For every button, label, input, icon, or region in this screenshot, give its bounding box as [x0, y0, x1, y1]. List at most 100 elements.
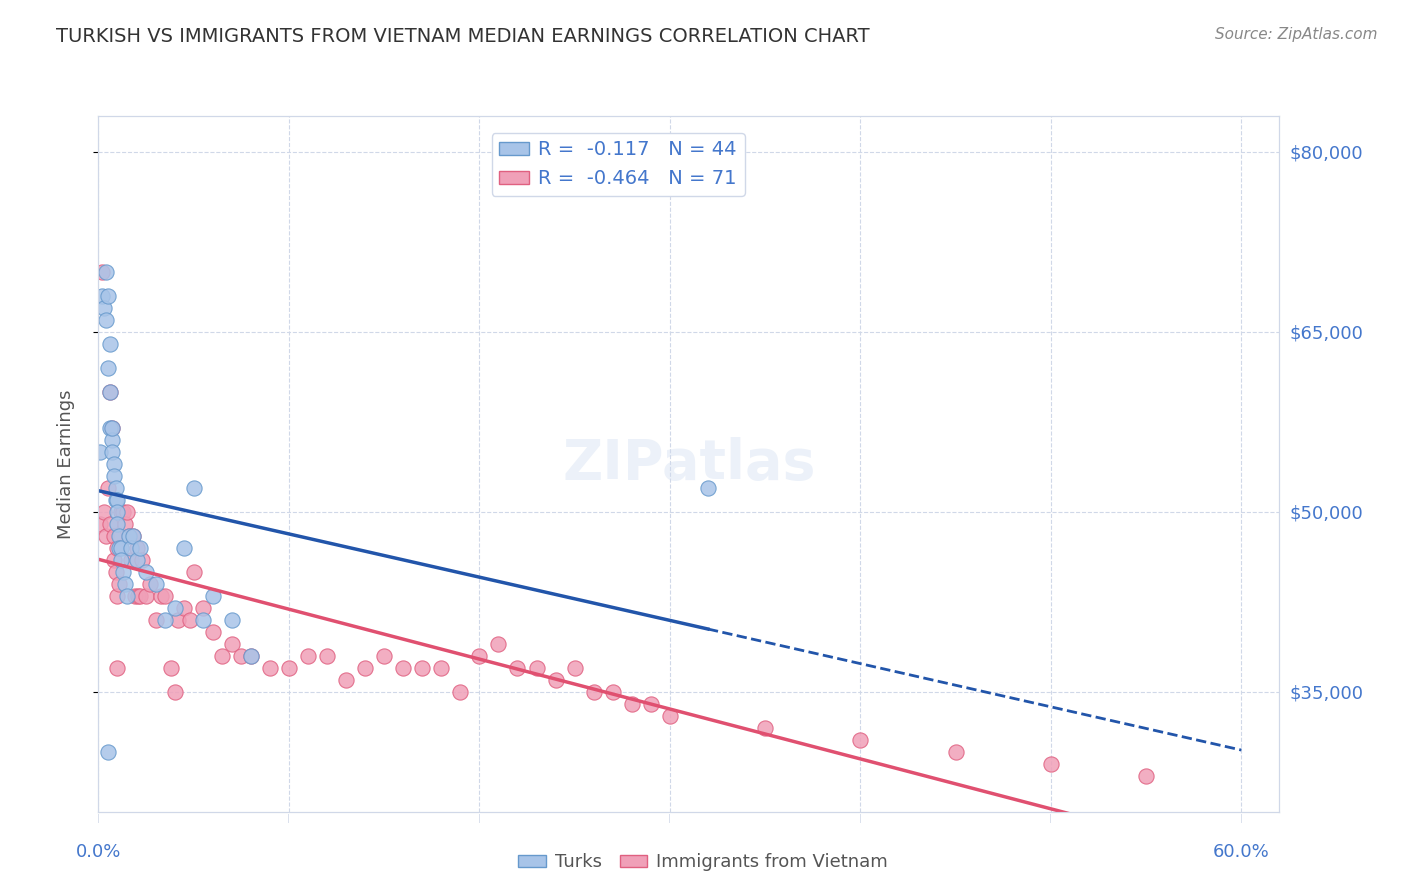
Point	[97, 745, 120, 759]
Point	[121, 529, 143, 543]
Point	[94, 313, 117, 327]
Point	[163, 685, 186, 699]
Text: ZIPatlas: ZIPatlas	[562, 437, 815, 491]
Text: Source: ZipAtlas.com: Source: ZipAtlas.com	[1215, 27, 1378, 42]
Point	[121, 529, 143, 543]
Point	[173, 600, 195, 615]
Point	[110, 553, 132, 567]
Point	[94, 529, 117, 543]
Point	[373, 648, 395, 663]
Point	[139, 576, 162, 591]
Point	[163, 600, 186, 615]
Point	[127, 589, 149, 603]
Point	[108, 541, 131, 555]
Point	[93, 301, 115, 315]
Point	[150, 589, 173, 603]
Point	[93, 505, 115, 519]
Point	[193, 600, 215, 615]
Point	[104, 492, 127, 507]
Point	[91, 289, 114, 303]
Point	[135, 589, 157, 603]
Point	[91, 265, 114, 279]
Point	[98, 337, 121, 351]
Legend: Turks, Immigrants from Vietnam: Turks, Immigrants from Vietnam	[512, 847, 894, 879]
Point	[658, 708, 681, 723]
Point	[107, 541, 129, 555]
Point	[392, 661, 415, 675]
Point	[145, 576, 167, 591]
Point	[201, 624, 224, 639]
Point	[112, 565, 135, 579]
Point	[231, 648, 253, 663]
Text: TURKISH VS IMMIGRANTS FROM VIETNAM MEDIAN EARNINGS CORRELATION CHART: TURKISH VS IMMIGRANTS FROM VIETNAM MEDIA…	[56, 27, 870, 45]
Point	[153, 613, 176, 627]
Point	[103, 468, 125, 483]
Text: |: |	[1049, 814, 1052, 823]
Point	[211, 648, 233, 663]
Point	[1039, 756, 1062, 771]
Point	[145, 613, 167, 627]
Point	[98, 384, 121, 399]
Point	[488, 637, 510, 651]
Point	[167, 613, 190, 627]
Point	[107, 505, 129, 519]
Point	[259, 661, 281, 675]
Point	[108, 529, 131, 543]
Point	[129, 589, 152, 603]
Text: |: |	[1240, 814, 1243, 823]
Legend: R =  -0.117   N = 44, R =  -0.464   N = 71: R = -0.117 N = 44, R = -0.464 N = 71	[492, 133, 745, 196]
Point	[506, 661, 529, 675]
Point	[193, 613, 215, 627]
Point	[179, 613, 201, 627]
Point	[98, 421, 121, 435]
Point	[564, 661, 586, 675]
Point	[153, 589, 176, 603]
Point	[125, 553, 148, 567]
Point	[118, 529, 141, 543]
Text: |: |	[97, 814, 100, 823]
Point	[104, 481, 127, 495]
Point	[620, 697, 643, 711]
Point	[103, 529, 125, 543]
Point	[430, 661, 453, 675]
Point	[135, 565, 157, 579]
Point	[221, 613, 243, 627]
Point	[697, 481, 720, 495]
Point	[849, 732, 872, 747]
Point	[335, 673, 357, 687]
Text: |: |	[668, 814, 671, 823]
Point	[129, 541, 152, 555]
Point	[239, 648, 262, 663]
Point	[131, 553, 153, 567]
Point	[239, 648, 262, 663]
Point	[354, 661, 377, 675]
Point	[582, 685, 605, 699]
Point	[118, 529, 141, 543]
Point	[411, 661, 433, 675]
Point	[89, 516, 111, 531]
Y-axis label: Median Earnings: Median Earnings	[56, 389, 75, 539]
Point	[108, 576, 131, 591]
Point	[120, 553, 142, 567]
Point	[100, 445, 122, 459]
Point	[277, 661, 299, 675]
Point	[468, 648, 491, 663]
Point	[103, 457, 125, 471]
Point	[125, 541, 148, 555]
Point	[107, 492, 129, 507]
Text: 0.0%: 0.0%	[76, 843, 121, 861]
Point	[112, 505, 135, 519]
Point	[97, 481, 120, 495]
Point	[526, 661, 548, 675]
Text: |: |	[478, 814, 481, 823]
Point	[221, 637, 243, 651]
Point	[100, 433, 122, 447]
Point	[173, 541, 195, 555]
Point	[107, 516, 129, 531]
Point	[89, 445, 111, 459]
Point	[754, 721, 776, 735]
Point	[110, 505, 132, 519]
Text: 60.0%: 60.0%	[1213, 843, 1270, 861]
Point	[114, 576, 136, 591]
Point	[297, 648, 319, 663]
